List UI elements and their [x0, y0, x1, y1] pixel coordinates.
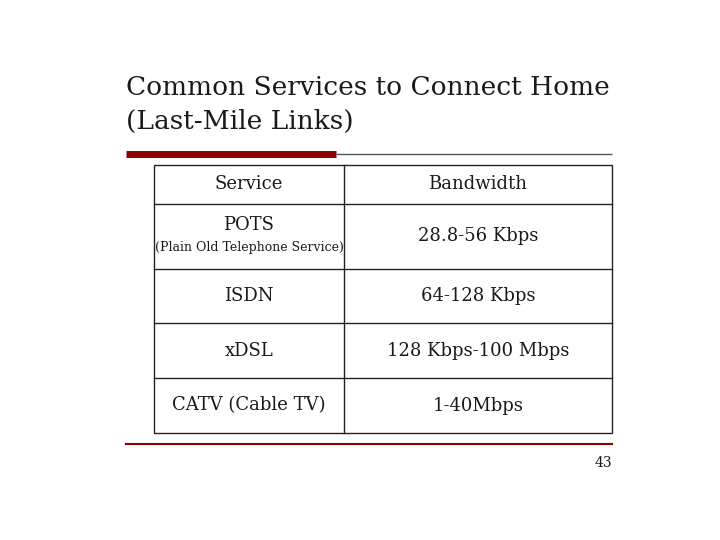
Text: CATV (Cable TV): CATV (Cable TV) — [172, 396, 325, 415]
Text: Service: Service — [215, 176, 283, 193]
Text: (Last-Mile Links): (Last-Mile Links) — [126, 109, 354, 133]
Text: ISDN: ISDN — [225, 287, 274, 305]
Text: Bandwidth: Bandwidth — [428, 176, 527, 193]
Text: Common Services to Connect Home: Common Services to Connect Home — [126, 75, 610, 100]
Text: 43: 43 — [594, 456, 612, 470]
Text: 128 Kbps-100 Mbps: 128 Kbps-100 Mbps — [387, 342, 569, 360]
Text: POTS: POTS — [223, 215, 274, 234]
Text: (Plain Old Telephone Service): (Plain Old Telephone Service) — [155, 241, 343, 254]
Text: 64-128 Kbps: 64-128 Kbps — [420, 287, 535, 305]
Text: 1-40Mbps: 1-40Mbps — [433, 396, 523, 415]
Bar — [154, 165, 612, 433]
Text: xDSL: xDSL — [225, 342, 274, 360]
Text: 28.8-56 Kbps: 28.8-56 Kbps — [418, 227, 538, 245]
